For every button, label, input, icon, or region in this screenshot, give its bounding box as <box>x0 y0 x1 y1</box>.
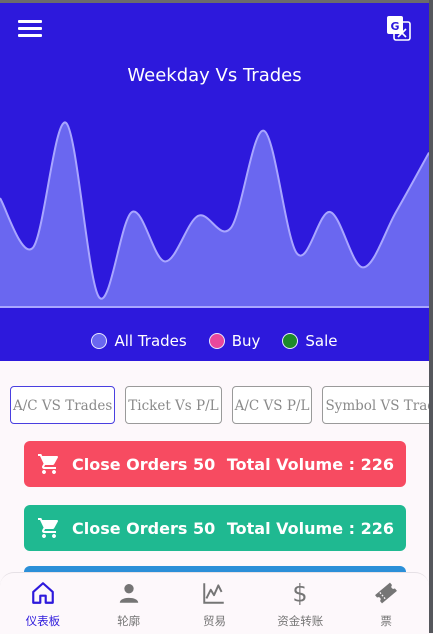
nav-label-fund-transfer: 资金转账 <box>277 614 324 628</box>
dollar-icon: $ <box>293 580 308 606</box>
legend-swatch-sale <box>282 333 299 349</box>
shopping-cart-icon <box>38 518 59 538</box>
legend-item-sale[interactable]: Sale <box>282 332 338 350</box>
nav-label-trade: 贸易 <box>202 614 226 628</box>
nav-item-trade[interactable]: 贸易 <box>172 573 258 634</box>
close-orders-card-red[interactable]: Close Orders 50 Total Volume : 226 <box>24 441 406 487</box>
chart-title: Weekday Vs Trades <box>127 65 302 86</box>
person-icon <box>119 584 138 603</box>
nav-item-dashboard[interactable]: 仪表板 <box>0 573 86 634</box>
nav-label-profile: 轮廓 <box>117 614 141 628</box>
legend-item-buy[interactable]: Buy <box>208 332 261 350</box>
legend-swatch-all-trades <box>91 333 108 349</box>
chart-header: G Weekday Vs Trades All Trades Buy Sale <box>0 3 429 361</box>
legend-swatch-buy <box>208 333 225 349</box>
trades-area-chart <box>0 121 429 308</box>
screen-edge <box>429 0 433 633</box>
svg-text:$: $ <box>293 580 308 606</box>
total-volume-label: Total Volume : 226 <box>226 454 394 474</box>
legend-item-all-trades[interactable]: All Trades <box>91 332 187 350</box>
partial-card-edge <box>24 566 406 574</box>
tab-symbol-vs-trade[interactable]: Symbol VS Trade <box>322 386 429 424</box>
close-orders-card-green[interactable]: Close Orders 50 Total Volume : 226 <box>24 505 406 551</box>
close-orders-label: Close Orders 50 <box>72 454 216 474</box>
nav-item-ticket[interactable]: 票 <box>343 573 429 634</box>
legend-label-sale: Sale <box>305 332 338 350</box>
all-trades-line <box>0 121 429 300</box>
legend-label-all-trades: All Trades <box>114 332 187 350</box>
all-trades-area <box>0 122 429 307</box>
nav-item-fund-transfer[interactable]: $ 资金转账 <box>257 573 343 634</box>
svg-text:G: G <box>390 20 399 33</box>
legend-label-buy: Buy <box>231 332 261 350</box>
tab-ac-vs-trades[interactable]: A/C VS Trades <box>10 386 116 424</box>
nav-item-profile[interactable]: 轮廓 <box>86 573 172 634</box>
translate-icon[interactable]: G <box>386 15 412 41</box>
hamburger-menu-icon[interactable] <box>18 18 42 38</box>
tab-ac-vs-pl[interactable]: A/C VS P/L <box>231 386 313 424</box>
home-icon <box>32 582 54 604</box>
tab-ticket-vs-pl[interactable]: Ticket Vs P/L <box>125 386 222 424</box>
bottom-navigation: 仪表板 轮廓 贸易 $ 资金转账 票 <box>0 572 429 634</box>
line-chart-icon <box>203 583 225 604</box>
chart-tabs: A/C VS Trades Ticket Vs P/L A/C VS P/L S… <box>10 386 429 426</box>
ticket-icon <box>375 582 398 604</box>
close-orders-label: Close Orders 50 <box>72 518 216 538</box>
nav-label-ticket: 票 <box>380 614 392 628</box>
nav-label-dashboard: 仪表板 <box>25 614 61 628</box>
status-bar-edge <box>0 0 433 3</box>
total-volume-label: Total Volume : 226 <box>226 518 394 538</box>
shopping-cart-icon <box>38 454 59 474</box>
chart-legend: All Trades Buy Sale <box>0 329 429 353</box>
